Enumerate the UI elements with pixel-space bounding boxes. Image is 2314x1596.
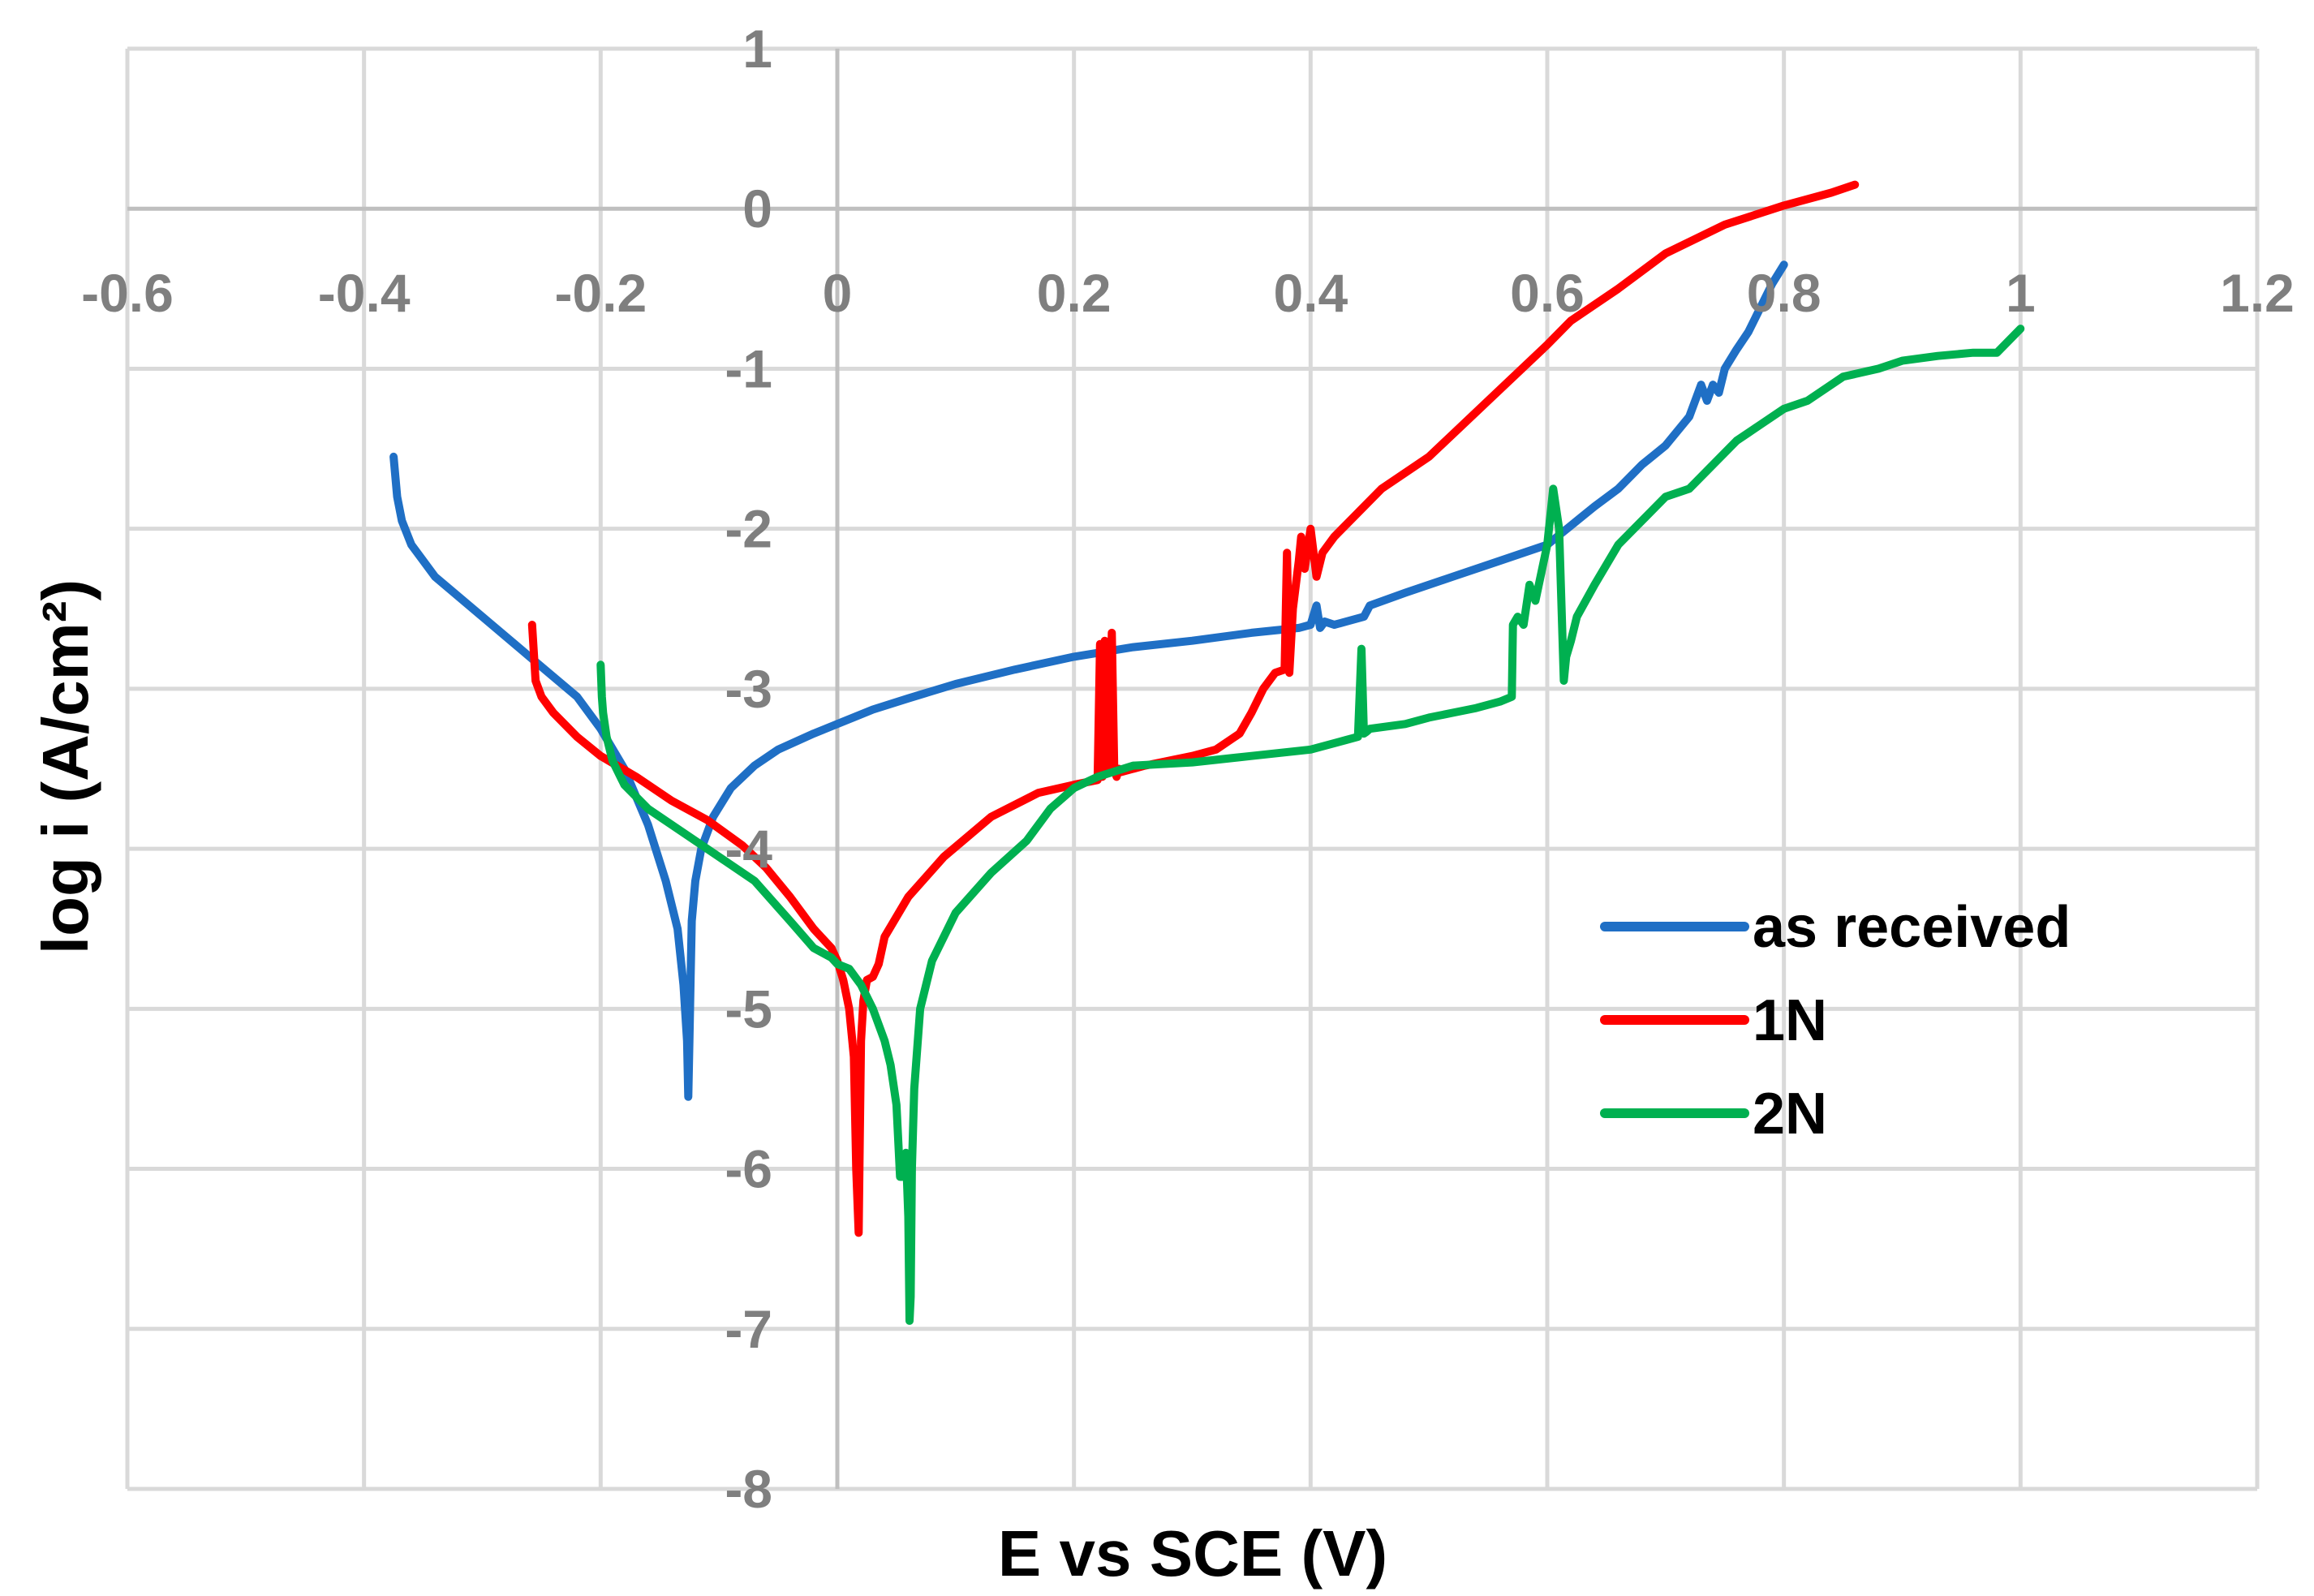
x-tick-label: -0.6	[81, 263, 174, 323]
x-tick-label: -0.4	[318, 263, 411, 323]
legend: as received 1N 2N	[1600, 895, 2071, 1146]
y-tick-label: 0	[742, 179, 772, 239]
x-tick-label: 0	[823, 263, 853, 323]
legend-label-2n: 2N	[1753, 1082, 1827, 1146]
y-tick-label: -3	[725, 659, 772, 719]
data-series	[389, 180, 2025, 1325]
y-tick-label: -1	[725, 338, 772, 398]
y-tick-label: 1	[742, 19, 772, 79]
x-tick-label: 0.4	[1273, 263, 1348, 323]
x-tick-label: 0.2	[1037, 263, 1112, 323]
legend-label-1n: 1N	[1753, 988, 1827, 1053]
series-line-2n	[596, 325, 2025, 1325]
y-tick-label: -6	[725, 1139, 772, 1199]
axes	[127, 49, 2257, 1489]
y-tick-label: -5	[725, 979, 772, 1039]
x-tick-label: 0.8	[1747, 263, 1822, 323]
x-tick-label: 1.2	[2220, 263, 2295, 323]
tick-labels: -0.6 -0.4 -0.2 0 0.2 0.4 0.6 0.8 1 1.2 1 0 -1 -2 -3 -4 -…	[81, 19, 2295, 1519]
y-tick-label: -8	[725, 1459, 772, 1519]
gridlines	[125, 46, 2260, 1491]
x-tick-label: 1	[2006, 263, 2036, 323]
legend-label-as-received: as received	[1753, 895, 2071, 960]
y-tick-label: -7	[725, 1299, 772, 1359]
x-tick-label: 0.6	[1510, 263, 1585, 323]
y-tick-label: -2	[725, 499, 772, 559]
x-tick-label: -0.2	[554, 263, 647, 323]
y-axis-title: log i (A/cm²)	[29, 579, 101, 954]
y-tick-label: -4	[725, 819, 772, 879]
x-axis-title: E vs SCE (V)	[998, 1517, 1387, 1590]
